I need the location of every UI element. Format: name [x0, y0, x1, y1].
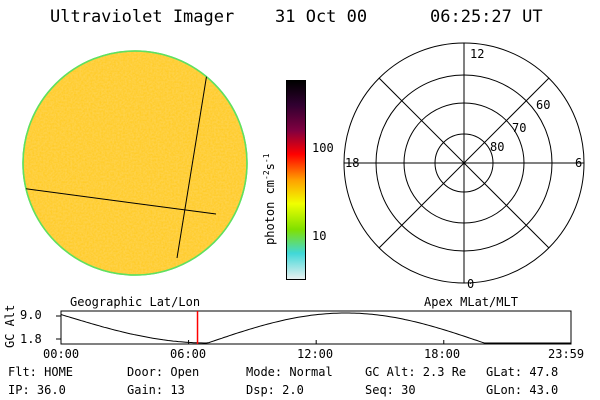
status-dsp: Dsp: 2.0: [246, 383, 304, 397]
status-gc-alt: GC Alt: 2.3 Re: [365, 365, 467, 379]
uv-image-disk: [22, 50, 248, 276]
orbit-x-tick-2359: 23:59: [548, 347, 585, 361]
time-label: 06:25:27 UT: [430, 7, 543, 27]
orbit-plot: [56, 310, 572, 345]
mlt-label-6: 6: [575, 156, 583, 170]
date-label: 31 Oct 00: [275, 7, 368, 27]
instrument-title: Ultraviolet Imager: [50, 7, 235, 27]
status-seq: Seq: 30: [365, 383, 416, 397]
orbit-axis-label: GC Alt: [3, 304, 17, 348]
parallel-line: [23, 187, 217, 215]
orbit-plot-frame: [60, 310, 572, 345]
orbit-x-tick-0600: 06:00: [170, 347, 207, 361]
lat-label-60: 60: [536, 98, 551, 112]
polar-plot: [343, 42, 585, 284]
mlt-label-0: 0: [467, 277, 475, 291]
polar-diagonal-2: [378, 77, 550, 249]
orbit-y-tick-1.8: 1.8: [20, 332, 42, 346]
orbit-x-tick-1200: 12:00: [297, 347, 334, 361]
meridian-line: [176, 54, 211, 259]
status-gain: Gain: 13: [127, 383, 185, 397]
orbit-right-title: Apex MLat/MLT: [424, 295, 518, 309]
altitude-curve: [60, 312, 571, 344]
orbit-left-title: Geographic Lat/Lon: [70, 295, 201, 309]
colorbar: [286, 80, 306, 280]
geo-grid-lines: [23, 54, 217, 259]
mlt-label-12: 12: [470, 47, 485, 61]
status-glon: GLon: 43.0: [486, 383, 559, 397]
orbit-x-tick-1800: 18:00: [424, 347, 461, 361]
status-glat: GLat: 47.8: [486, 365, 559, 379]
colorbar-tick-10: 10: [312, 229, 327, 243]
status-flight: Flt: HOME: [8, 365, 74, 379]
lat-label-70: 70: [512, 121, 527, 135]
status-mode: Mode: Normal: [246, 365, 333, 379]
orbit-x-tick-0000: 00:00: [43, 347, 80, 361]
colorbar-unit-label: photon cm-2s-1: [262, 153, 277, 245]
mlt-label-18: 18: [345, 156, 360, 170]
lat-label-80: 80: [490, 140, 505, 154]
status-door: Door: Open: [127, 365, 200, 379]
status-ip: IP: 36.0: [8, 383, 66, 397]
colorbar-tick-100: 100: [312, 141, 334, 155]
orbit-y-tick-9: 9.0: [20, 308, 42, 322]
